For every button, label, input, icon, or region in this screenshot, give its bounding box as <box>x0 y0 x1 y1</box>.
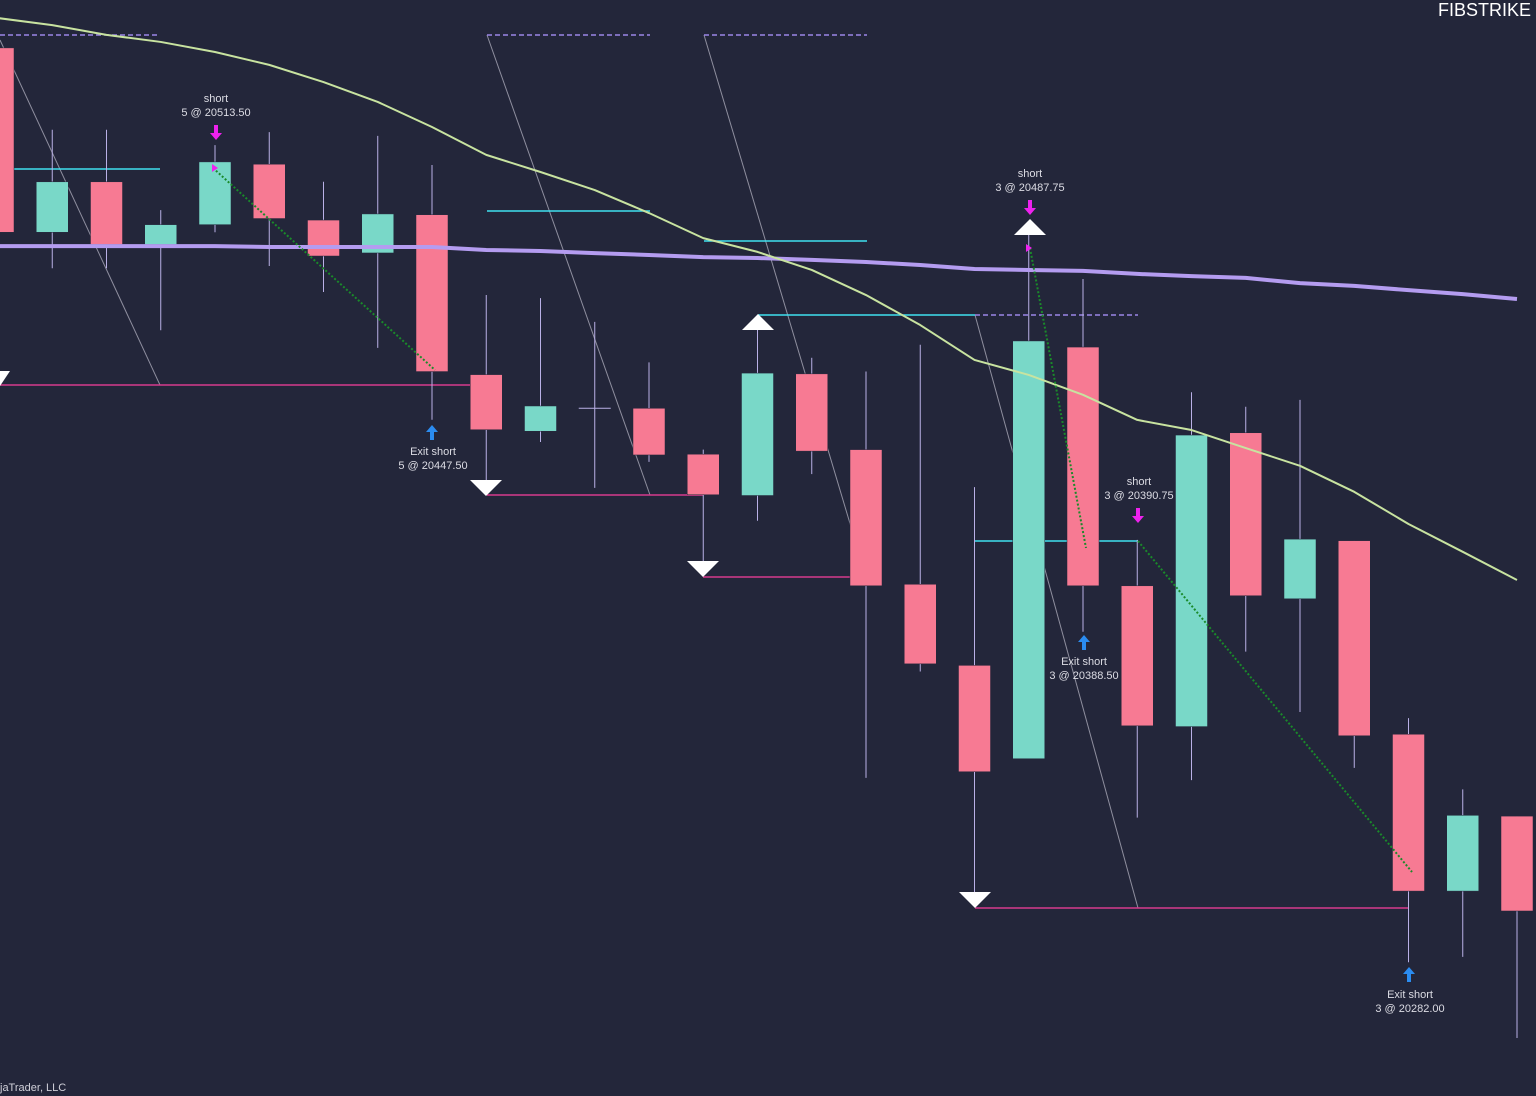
diagonal <box>486 34 651 496</box>
watermark: FIBSTRIKE <box>1438 0 1531 20</box>
candle-body <box>1283 538 1317 600</box>
arrow-down <box>1024 200 1036 215</box>
annotation-label: Exit short <box>1061 656 1107 668</box>
arrow-down <box>210 125 222 140</box>
trade-lines <box>212 167 1413 873</box>
annotation-detail: 3 @ 20487.75 <box>995 182 1064 194</box>
candle-body <box>307 219 340 257</box>
candle-body <box>632 408 666 456</box>
triangle-down <box>959 892 991 908</box>
candle-body <box>1446 815 1479 892</box>
candle-body <box>1175 434 1208 727</box>
candle-body <box>470 374 503 430</box>
candle-body <box>36 181 69 233</box>
annotation-label: short <box>204 93 228 105</box>
annotation-label: short <box>1018 168 1042 180</box>
candle-body <box>90 181 123 245</box>
entry-marker <box>1026 244 1032 252</box>
indicator-line <box>0 17 1518 581</box>
candle-body <box>958 665 991 772</box>
dashed-levels <box>0 34 1138 316</box>
triangle-up <box>1014 219 1046 235</box>
short-arrows <box>210 125 1144 523</box>
pink-levels <box>0 384 1409 909</box>
arrow-up <box>1403 967 1415 982</box>
triangle-down <box>470 480 502 496</box>
diagonal <box>703 34 867 578</box>
fib-diagonals <box>0 34 1139 909</box>
candle-body <box>198 161 232 225</box>
annotations: short 5 @ 20513.50 Exit short 5 @ 20447.… <box>181 93 1444 1015</box>
candle-body <box>849 449 883 587</box>
candle-body <box>0 47 15 233</box>
annotation-detail: 5 @ 20447.50 <box>398 460 467 472</box>
triangle-down <box>0 371 10 386</box>
exit-arrows <box>426 425 1415 982</box>
annotation-label: Exit short <box>1387 989 1433 1001</box>
diagonal <box>974 314 1139 909</box>
candle-body <box>795 373 828 452</box>
triangle-down <box>687 561 719 577</box>
arrow-down <box>1132 508 1144 523</box>
candle-body <box>1066 346 1100 587</box>
diagonal <box>0 39 161 386</box>
candles <box>0 47 1534 1039</box>
candle-body <box>904 584 937 665</box>
annotation-detail: 5 @ 20513.50 <box>181 107 250 119</box>
candle-body <box>1500 815 1534 912</box>
arrow-up <box>426 425 438 440</box>
footer: jaTrader, LLC <box>0 1082 66 1094</box>
annotation-detail: 3 @ 20282.00 <box>1375 1003 1444 1015</box>
candle-body <box>1392 733 1425 892</box>
arrow-up <box>1078 635 1090 650</box>
annotation-detail: 3 @ 20388.50 <box>1049 670 1118 682</box>
triangle-up <box>742 314 774 330</box>
candle-body <box>253 163 286 219</box>
candle-body <box>524 405 557 432</box>
annotation-detail: 3 @ 20390.75 <box>1104 490 1173 502</box>
cyan-levels <box>0 168 1138 542</box>
candle-body <box>1338 540 1371 737</box>
candle-body <box>1012 340 1045 759</box>
candle-body <box>687 453 720 495</box>
overlay <box>0 34 1409 909</box>
markers <box>0 125 1415 982</box>
candle-body <box>144 224 177 245</box>
candle-body <box>1121 585 1154 727</box>
candle-body <box>741 372 774 496</box>
candle-body <box>415 214 449 372</box>
indicator-line <box>0 244 1518 302</box>
trade-line <box>1029 247 1087 549</box>
indicator-lines <box>0 17 1518 581</box>
triangles <box>0 219 1046 908</box>
annotation-label: short <box>1127 476 1151 488</box>
entry-marker <box>212 164 218 172</box>
candle-body <box>1229 432 1262 596</box>
annotation-label: Exit short <box>410 446 456 458</box>
